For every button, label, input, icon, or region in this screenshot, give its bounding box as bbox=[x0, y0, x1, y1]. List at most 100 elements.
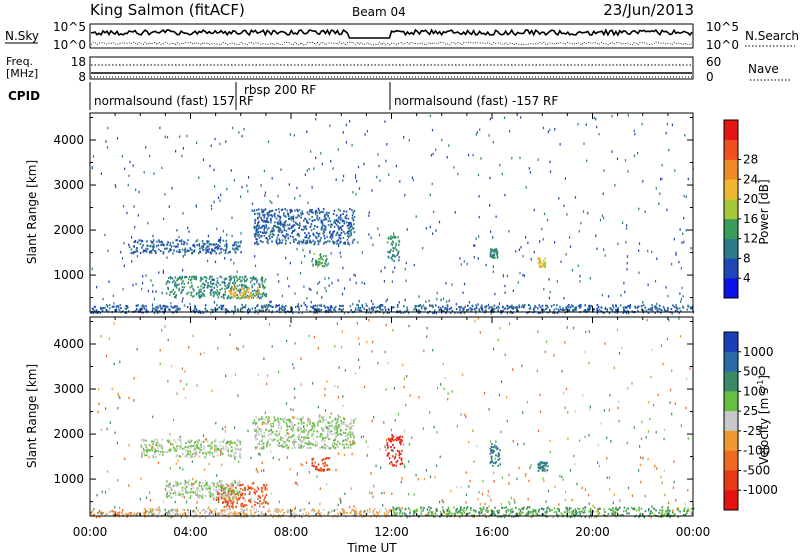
scatter-cell bbox=[209, 490, 211, 493]
scatter-cell bbox=[171, 281, 174, 284]
scatter-cell bbox=[318, 416, 320, 419]
scatter-cell bbox=[262, 231, 264, 234]
scatter-cell bbox=[433, 311, 436, 314]
scatter-cell bbox=[394, 255, 397, 258]
scatter-cell bbox=[198, 455, 201, 458]
scatter-cell bbox=[191, 456, 193, 459]
scatter-cell bbox=[334, 306, 336, 309]
scatter-cell bbox=[266, 240, 269, 243]
scatter-cell bbox=[357, 304, 359, 307]
scatter-noise bbox=[548, 296, 550, 300]
scatter-noise bbox=[508, 230, 510, 233]
scatter-cell bbox=[236, 297, 238, 300]
scatter-cell bbox=[242, 514, 244, 517]
scatter-cell bbox=[489, 306, 491, 309]
scatter-cell bbox=[187, 446, 189, 449]
scatter-noise bbox=[512, 289, 514, 292]
scatter-cell bbox=[269, 214, 271, 217]
scatter-noise bbox=[656, 257, 658, 260]
scatter-cell bbox=[317, 240, 320, 243]
scatter-cell bbox=[275, 217, 278, 220]
scatter-cell bbox=[194, 440, 197, 443]
scatter-cell bbox=[185, 276, 188, 278]
scatter-cell bbox=[207, 250, 209, 253]
scatter-noise bbox=[612, 308, 614, 312]
scatter-cell bbox=[254, 504, 256, 506]
scatter-cell bbox=[168, 281, 171, 284]
scatter-noise bbox=[307, 201, 309, 204]
scatter-cell bbox=[562, 307, 564, 310]
scatter-noise bbox=[300, 213, 302, 217]
scatter-cell bbox=[660, 311, 662, 314]
scatter-cell bbox=[481, 510, 483, 512]
scatter-cell bbox=[324, 225, 327, 228]
scatter-cell bbox=[610, 509, 612, 512]
scatter-cell bbox=[182, 453, 184, 456]
scatter-noise bbox=[405, 261, 407, 265]
scatter-cell bbox=[231, 489, 234, 492]
scatter-cell bbox=[390, 461, 393, 463]
scatter-cell bbox=[175, 511, 178, 514]
scatter-cell bbox=[393, 236, 395, 239]
scatter-cell bbox=[322, 211, 325, 214]
scatter-cell bbox=[257, 289, 260, 292]
scatter-noise bbox=[222, 305, 224, 308]
scatter-cell bbox=[391, 255, 393, 258]
scatter-cell bbox=[391, 434, 393, 437]
scatter-cell bbox=[270, 513, 272, 516]
scatter-cell bbox=[313, 509, 316, 512]
scatter-cell bbox=[188, 449, 191, 451]
scatter-cell bbox=[156, 305, 159, 308]
scatter-cell bbox=[194, 445, 197, 447]
scatter-cell bbox=[141, 307, 143, 310]
scatter-cell bbox=[289, 235, 292, 238]
scatter-cell bbox=[267, 304, 270, 307]
scatter-noise bbox=[145, 146, 147, 149]
scatter-cell bbox=[152, 508, 154, 511]
scatter-noise bbox=[153, 297, 155, 301]
scatter-cell bbox=[215, 246, 218, 249]
scatter-noise bbox=[222, 427, 224, 431]
scatter-cell bbox=[206, 508, 209, 511]
scatter-cell bbox=[167, 277, 170, 279]
scatter-cell bbox=[428, 506, 430, 509]
scatter-cell bbox=[216, 448, 218, 451]
scatter-cell bbox=[658, 307, 660, 310]
scatter-noise bbox=[602, 192, 604, 195]
scatter-cell bbox=[174, 305, 176, 308]
scatter-cell bbox=[349, 511, 352, 514]
scatter-noise bbox=[590, 511, 592, 514]
scatter-cell bbox=[334, 446, 337, 449]
scatter-noise bbox=[568, 236, 571, 239]
scatter-cell bbox=[192, 487, 195, 490]
scatter-cell bbox=[508, 306, 510, 309]
scatter-cell bbox=[348, 227, 351, 230]
scatter-cell bbox=[219, 275, 222, 278]
scatter-cell bbox=[278, 430, 281, 433]
scatter-cell bbox=[133, 245, 135, 248]
scatter-cell bbox=[606, 308, 608, 311]
scatter-cell bbox=[423, 506, 425, 509]
scatter-cell bbox=[434, 512, 437, 515]
scatter-cell bbox=[169, 440, 171, 443]
scatter-cell bbox=[329, 230, 331, 233]
scatter-cell bbox=[331, 235, 334, 238]
scatter-cell bbox=[397, 437, 399, 439]
scatter-cell bbox=[99, 306, 102, 309]
scatter-cell bbox=[396, 253, 399, 255]
scatter-noise bbox=[181, 239, 183, 242]
scatter-cell bbox=[262, 418, 264, 421]
scatter-cell bbox=[278, 304, 280, 307]
scatter-noise bbox=[343, 311, 346, 315]
scatter-cell bbox=[261, 443, 263, 446]
scatter-cell bbox=[198, 252, 200, 255]
scatter-cell bbox=[269, 443, 271, 446]
scatter-cell bbox=[283, 221, 286, 224]
scatter-cell bbox=[597, 513, 599, 516]
scatter-noise bbox=[366, 129, 368, 133]
scatter-cell bbox=[196, 292, 198, 295]
scatter-cell bbox=[259, 286, 261, 288]
scatter-cell bbox=[399, 310, 401, 313]
scatter-cell bbox=[278, 433, 280, 436]
scatter-cell bbox=[334, 309, 337, 312]
